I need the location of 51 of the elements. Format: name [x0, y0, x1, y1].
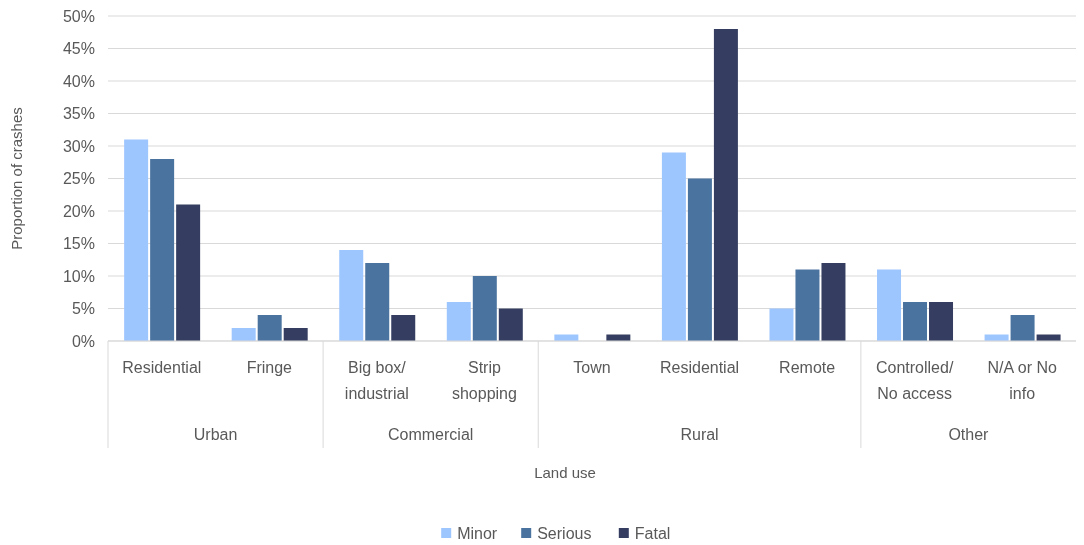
bar [391, 315, 416, 341]
bar [795, 269, 820, 341]
bar [365, 263, 390, 341]
x-tick-label: N/A or No info [987, 359, 1057, 402]
text: Other [948, 426, 990, 443]
bar [1010, 315, 1035, 341]
x-tick-label: Controlled/ No access [875, 359, 954, 402]
y-tick-label: 30% [62, 137, 95, 155]
y-tick-label: 40% [62, 72, 95, 90]
y-tick-label: 15% [62, 235, 95, 253]
x-tick-label: Residential [122, 359, 202, 376]
x-tick-label: Town [573, 359, 611, 376]
y-tick-label: 0% [71, 332, 95, 350]
x-tick-label: Residential [659, 359, 740, 376]
bar [124, 139, 149, 341]
y-axis-title: Proportion of crashes [8, 107, 25, 250]
bar [687, 178, 712, 341]
bar [877, 269, 902, 341]
bar [257, 315, 282, 341]
legend-label: Fatal [634, 524, 671, 542]
legend-label: Minor [457, 524, 498, 542]
bar [150, 159, 175, 341]
y-tick-label: 50% [62, 7, 95, 25]
bar [903, 302, 928, 341]
bar [821, 263, 846, 341]
bar [176, 204, 201, 341]
bar [339, 250, 364, 341]
bar [231, 328, 256, 341]
text: Rural [680, 426, 719, 443]
bar [498, 308, 523, 341]
x-tick-label: Strip shopping [451, 359, 517, 402]
y-tick-label: 20% [62, 202, 95, 220]
y-tick-label: 35% [62, 105, 95, 123]
bar [929, 302, 954, 341]
bar [283, 328, 308, 341]
bar [713, 29, 738, 341]
y-tick-label: 25% [62, 170, 95, 188]
legend-label: Serious [537, 524, 592, 542]
y-tick-label: 45% [62, 40, 95, 58]
text: Urban [193, 426, 238, 443]
y-tick-label: 10% [62, 267, 95, 285]
y-tick-label: 5% [71, 300, 95, 318]
bar [472, 276, 497, 341]
x-axis-title: Land use [534, 464, 596, 481]
bar [446, 302, 471, 341]
x-tick-label: Big box/ industrial [344, 359, 409, 402]
text: Commercial [387, 426, 474, 443]
bar [661, 152, 686, 341]
bar [769, 308, 794, 341]
x-tick-label: Remote [779, 359, 836, 376]
x-tick-label: Fringe [246, 359, 293, 376]
